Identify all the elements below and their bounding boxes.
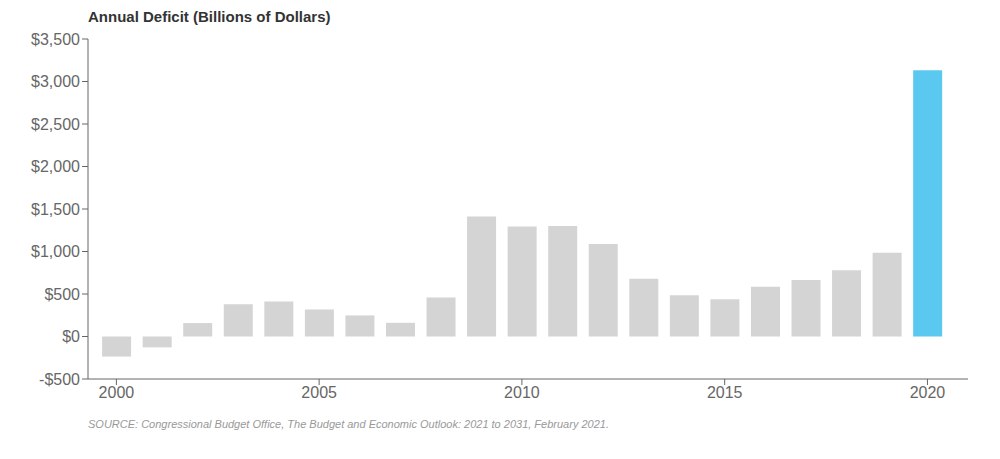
svg-text:-$500: -$500 bbox=[39, 371, 80, 388]
svg-text:$2,000: $2,000 bbox=[31, 158, 80, 175]
svg-text:$0: $0 bbox=[62, 328, 80, 345]
svg-text:2005: 2005 bbox=[301, 384, 337, 401]
svg-text:$500: $500 bbox=[44, 286, 80, 303]
svg-text:$1,000: $1,000 bbox=[31, 243, 80, 260]
svg-text:2000: 2000 bbox=[99, 384, 135, 401]
svg-text:$2,500: $2,500 bbox=[31, 116, 80, 133]
html-text:Annual Deficit (Billions of Do: Annual Deficit (Billions of Dollars) bbox=[88, 8, 331, 25]
html-text:SOURCE: Congressional Budget O: SOURCE: Congressional Budget Office, The… bbox=[88, 418, 609, 430]
svg-text:$1,500: $1,500 bbox=[31, 201, 80, 218]
svg-text:2020: 2020 bbox=[910, 384, 946, 401]
svg-text:$3,000: $3,000 bbox=[31, 73, 80, 90]
svg-text:$3,500: $3,500 bbox=[31, 31, 80, 48]
svg-text:2010: 2010 bbox=[504, 384, 540, 401]
svg-text:2015: 2015 bbox=[707, 384, 743, 401]
